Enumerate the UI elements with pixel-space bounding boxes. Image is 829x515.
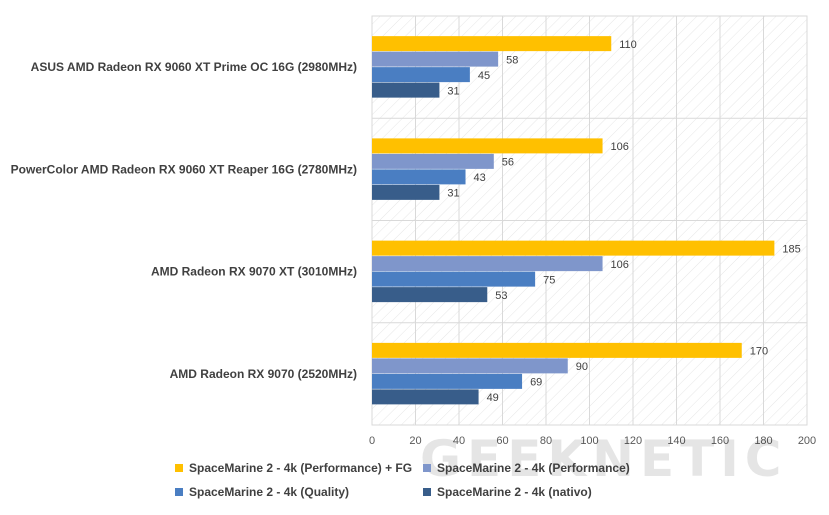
data-label: 106 xyxy=(611,141,629,153)
data-label: 53 xyxy=(495,290,507,302)
data-label: 75 xyxy=(543,274,555,286)
x-tick-label: 0 xyxy=(369,435,375,447)
x-tick-label: 140 xyxy=(667,435,685,447)
data-label: 170 xyxy=(750,346,768,358)
x-tick-label: 40 xyxy=(453,435,465,447)
data-label: 106 xyxy=(611,259,629,271)
legend: SpaceMarine 2 - 4k (Performance) + FG Spa… xyxy=(175,456,655,504)
bar xyxy=(372,271,536,287)
data-label: 31 xyxy=(447,188,459,200)
data-label: 69 xyxy=(530,377,542,389)
x-tick-label: 160 xyxy=(711,435,729,447)
bar xyxy=(372,240,775,256)
bar xyxy=(372,67,470,83)
data-label: 185 xyxy=(782,243,800,255)
bar xyxy=(372,342,742,358)
data-label: 90 xyxy=(576,361,588,373)
legend-item: SpaceMarine 2 - 4k (Performance) + FG xyxy=(175,461,412,475)
x-tick-label: 20 xyxy=(409,435,421,447)
legend-label: SpaceMarine 2 - 4k (Performance) xyxy=(437,461,630,475)
bar xyxy=(372,51,499,67)
bar xyxy=(372,256,603,272)
data-label: 45 xyxy=(478,70,490,82)
bar xyxy=(372,358,568,374)
category-label: AMD Radeon RX 9070 XT (3010MHz) xyxy=(151,265,357,279)
bars xyxy=(372,36,775,405)
data-label: 56 xyxy=(502,157,514,169)
category-labels: ASUS AMD Radeon RX 9060 XT Prime OC 16G … xyxy=(11,60,357,381)
category-label: ASUS AMD Radeon RX 9060 XT Prime OC 16G … xyxy=(31,60,357,74)
x-tick-label: 180 xyxy=(754,435,772,447)
legend-swatch xyxy=(175,464,183,472)
legend-label: SpaceMarine 2 - 4k (nativo) xyxy=(437,485,592,499)
bar xyxy=(372,169,466,185)
legend-item: SpaceMarine 2 - 4k (nativo) xyxy=(423,485,592,499)
data-label: 58 xyxy=(506,54,518,66)
legend-swatch xyxy=(423,464,431,472)
category-label: PowerColor AMD Radeon RX 9060 XT Reaper … xyxy=(11,162,357,176)
legend-item: SpaceMarine 2 - 4k (Performance) xyxy=(423,461,630,475)
bar xyxy=(372,138,603,154)
x-tick-label: 60 xyxy=(496,435,508,447)
bar xyxy=(372,153,494,169)
legend-swatch xyxy=(423,488,431,496)
legend-label: SpaceMarine 2 - 4k (Quality) xyxy=(189,485,350,499)
data-label: 49 xyxy=(487,392,499,404)
data-label: 110 xyxy=(619,39,637,51)
bar xyxy=(372,36,612,52)
data-label: 43 xyxy=(474,172,486,184)
bar xyxy=(372,287,488,303)
legend-swatch xyxy=(175,488,183,496)
bar xyxy=(372,82,440,98)
x-tick-label: 120 xyxy=(624,435,642,447)
category-label: AMD Radeon RX 9070 (2520MHz) xyxy=(170,367,357,381)
bar xyxy=(372,373,523,389)
bar xyxy=(372,389,479,405)
x-tick-label: 100 xyxy=(580,435,598,447)
x-tick-labels: 0 20 40 60 80 100 120 140 160 180 200 xyxy=(369,435,816,447)
data-label: 31 xyxy=(447,85,459,97)
x-tick-label: 200 xyxy=(798,435,816,447)
legend-label: SpaceMarine 2 - 4k (Performance) + FG xyxy=(189,461,413,475)
bar xyxy=(372,184,440,200)
data-labels: 110 58 45 31 106 56 43 31 185 106 75 53 170 90 69 49 xyxy=(447,39,800,404)
legend-item: SpaceMarine 2 - 4k (Quality) xyxy=(175,485,349,499)
x-tick-label: 80 xyxy=(540,435,552,447)
